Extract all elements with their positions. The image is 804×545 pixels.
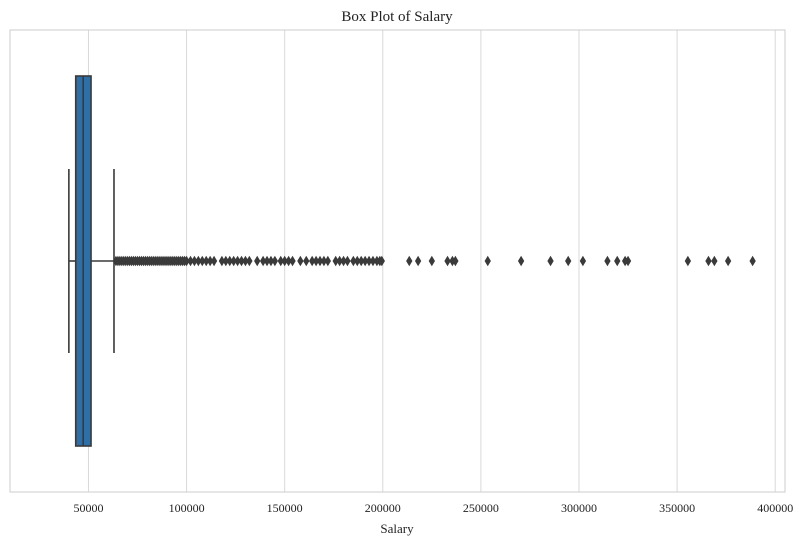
plot-area bbox=[68, 75, 756, 447]
x-tick-label: 200000 bbox=[365, 501, 401, 515]
outlier-point bbox=[187, 255, 194, 267]
outlier-point bbox=[263, 255, 271, 267]
outlier-point bbox=[199, 255, 206, 267]
outlier-point bbox=[579, 255, 587, 267]
outlier-point bbox=[354, 255, 361, 267]
outlier-point bbox=[218, 255, 226, 267]
outlier-point bbox=[206, 255, 214, 267]
outlier-point bbox=[312, 255, 320, 267]
x-tick-label: 150000 bbox=[267, 501, 303, 515]
outlier-point bbox=[749, 255, 756, 267]
x-tick-label: 350000 bbox=[659, 501, 695, 515]
x-tick-label: 300000 bbox=[561, 501, 597, 515]
plot-frame bbox=[9, 29, 786, 493]
outlier-point bbox=[320, 255, 328, 267]
outlier-point bbox=[297, 255, 304, 267]
outlier-point bbox=[484, 255, 491, 267]
outlier-point bbox=[210, 255, 218, 267]
outlier-point bbox=[203, 255, 210, 267]
outlier-point bbox=[303, 255, 310, 267]
outlier-point bbox=[378, 255, 385, 267]
outlier-point bbox=[242, 255, 249, 267]
outlier-point bbox=[711, 255, 718, 267]
outlier-point bbox=[277, 255, 284, 267]
outlier-point bbox=[517, 255, 525, 267]
outlier-point bbox=[316, 255, 324, 267]
x-axis-label: Salary bbox=[380, 521, 414, 536]
outlier-point bbox=[267, 255, 275, 267]
outlier-point bbox=[259, 255, 267, 267]
outlier-point bbox=[361, 255, 369, 267]
outlier-point bbox=[565, 255, 572, 267]
outlier-point bbox=[624, 255, 632, 267]
outlier-point bbox=[604, 255, 611, 267]
outlier-point bbox=[332, 255, 339, 267]
outlier-point bbox=[724, 255, 732, 267]
outlier-point bbox=[246, 255, 253, 267]
outlier-point bbox=[705, 255, 712, 267]
outlier-point bbox=[684, 255, 692, 267]
outlier-point bbox=[324, 255, 331, 267]
outlier-point bbox=[271, 255, 279, 267]
outlier-point bbox=[191, 255, 198, 267]
outlier-point bbox=[444, 255, 451, 267]
outlier-point bbox=[195, 255, 202, 267]
outlier-point bbox=[289, 255, 296, 267]
outlier-point bbox=[281, 255, 288, 267]
outlier-point bbox=[358, 255, 365, 267]
outlier-point bbox=[183, 255, 190, 267]
x-axis-ticks: 50000 100000 150000 200000 250000 300000 35000… bbox=[73, 501, 793, 515]
outlier-point bbox=[547, 255, 554, 267]
outlier-point bbox=[238, 255, 245, 267]
outlier-point bbox=[414, 255, 422, 267]
outlier-point bbox=[614, 255, 621, 267]
outlier-point bbox=[452, 255, 459, 267]
outlier-point bbox=[344, 255, 351, 267]
outlier-point bbox=[230, 255, 237, 267]
outlier-point bbox=[406, 255, 413, 267]
x-tick-label: 400000 bbox=[757, 501, 793, 515]
outlier-point bbox=[222, 255, 229, 267]
outlier-point bbox=[428, 255, 435, 267]
outlier-point bbox=[309, 255, 316, 267]
outlier-point bbox=[369, 255, 377, 267]
outlier-point bbox=[365, 255, 373, 267]
outlier-point bbox=[285, 255, 292, 267]
x-tick-label: 250000 bbox=[463, 501, 499, 515]
x-tick-label: 100000 bbox=[169, 501, 205, 515]
outlier-point bbox=[226, 255, 233, 267]
outlier-point bbox=[350, 255, 357, 267]
outlier-point bbox=[340, 255, 347, 267]
chart-title: Box Plot of Salary bbox=[341, 9, 453, 25]
x-tick-label: 50000 bbox=[73, 501, 103, 515]
outlier-point bbox=[234, 255, 241, 267]
outlier-point bbox=[336, 255, 343, 267]
outlier-point bbox=[254, 255, 261, 267]
